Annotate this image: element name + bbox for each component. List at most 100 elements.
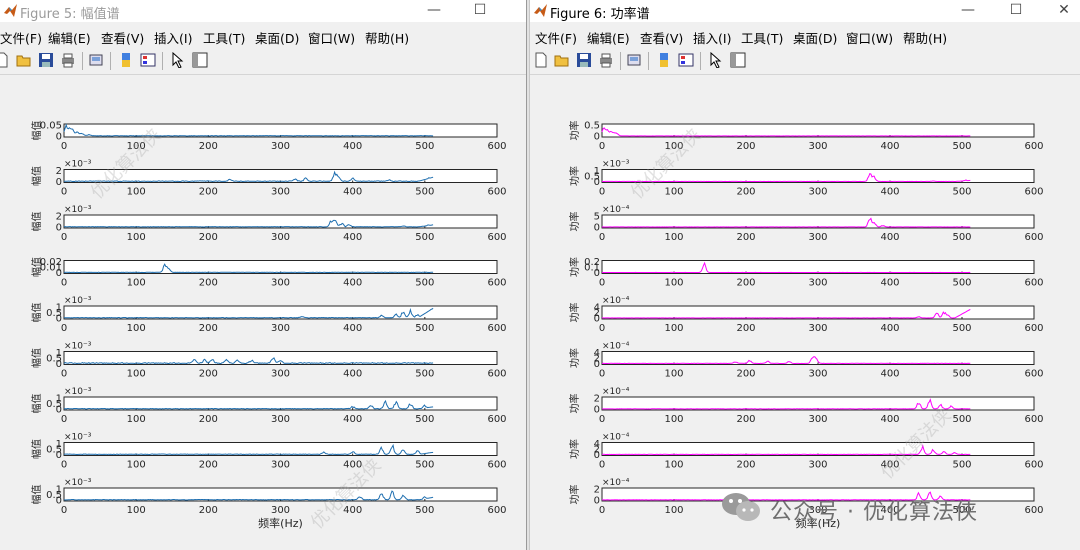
pointer-icon[interactable] bbox=[170, 52, 186, 68]
x-tick-label: 500 bbox=[952, 505, 971, 516]
new-figure-icon[interactable] bbox=[533, 52, 549, 68]
new-figure-icon[interactable] bbox=[0, 52, 10, 68]
menu-file[interactable]: 文件(F) bbox=[0, 31, 42, 46]
menu-tools[interactable]: 工具(T) bbox=[741, 31, 784, 46]
y-tick-label: 2 bbox=[594, 394, 600, 405]
x-tick-label: 300 bbox=[808, 232, 827, 243]
minimize-button[interactable]: — bbox=[961, 2, 975, 18]
save-icon[interactable] bbox=[38, 52, 54, 68]
colorbar-icon[interactable] bbox=[656, 52, 672, 68]
menu-window[interactable]: 窗口(W) bbox=[308, 31, 356, 46]
spectrum-line bbox=[602, 261, 971, 274]
print-icon[interactable] bbox=[60, 52, 76, 68]
open-file-icon[interactable] bbox=[554, 52, 570, 68]
x-tick-label: 500 bbox=[952, 369, 971, 380]
x-tick-label: 500 bbox=[952, 460, 971, 471]
close-button[interactable]: ✕ bbox=[1058, 2, 1070, 18]
menu-edit[interactable]: 编辑(E) bbox=[587, 31, 630, 46]
maximize-button[interactable]: ☐ bbox=[473, 2, 487, 18]
y-tick-label: 0.5 bbox=[46, 354, 62, 365]
menu-edit[interactable]: 编辑(E) bbox=[48, 31, 91, 46]
menu-bar: 文件(F) 编辑(E) 查看(V) 插入(I) 工具(T) 桌面(D) 窗口(W… bbox=[0, 26, 526, 46]
x-tick-label: 600 bbox=[487, 278, 506, 289]
x-tick-label: 600 bbox=[1024, 187, 1043, 198]
y-tick-label: 1 bbox=[594, 166, 600, 177]
x-tick-label: 300 bbox=[808, 460, 827, 471]
axis-exponent: ×10⁻³ bbox=[602, 160, 630, 170]
x-tick-label: 400 bbox=[343, 414, 362, 425]
colorbar-icon[interactable] bbox=[118, 52, 134, 68]
menu-desktop[interactable]: 桌面(D) bbox=[793, 31, 838, 46]
menu-insert[interactable]: 插入(I) bbox=[154, 31, 193, 46]
property-editor-icon[interactable] bbox=[192, 52, 208, 68]
legend-icon[interactable] bbox=[678, 52, 694, 68]
menu-window[interactable]: 窗口(W) bbox=[846, 31, 894, 46]
axis-exponent: ×10⁻³ bbox=[64, 478, 92, 488]
y-tick-label: 4 bbox=[594, 439, 600, 450]
print-icon[interactable] bbox=[598, 52, 614, 68]
spectrum-line bbox=[601, 127, 971, 137]
menu-view[interactable]: 查看(V) bbox=[640, 31, 684, 46]
maximize-button[interactable]: ☐ bbox=[1009, 2, 1023, 18]
x-axis-label: 频率(Hz) bbox=[258, 516, 303, 530]
x-tick-label: 300 bbox=[808, 141, 827, 152]
toolbar bbox=[530, 48, 1080, 75]
y-tick-label: 0 bbox=[56, 132, 62, 143]
save-icon[interactable] bbox=[576, 52, 592, 68]
x-tick-label: 200 bbox=[736, 187, 755, 198]
wechat-badge: 公众号 · 优化算法侠 bbox=[720, 486, 1060, 526]
y-tick-label: 0 bbox=[594, 450, 600, 461]
matlab-icon bbox=[4, 4, 17, 17]
axis-exponent: ×10⁻³ bbox=[64, 342, 92, 352]
menu-file[interactable]: 文件(F) bbox=[535, 31, 577, 46]
toolbar-separator bbox=[648, 52, 649, 70]
y-axis-label: 幅值 bbox=[30, 257, 43, 277]
legend-icon[interactable] bbox=[140, 52, 156, 68]
pointer-icon[interactable] bbox=[708, 52, 724, 68]
menu-insert[interactable]: 插入(I) bbox=[693, 31, 732, 46]
menu-help[interactable]: 帮助(H) bbox=[903, 31, 948, 46]
property-editor-icon[interactable] bbox=[730, 52, 746, 68]
x-tick-label: 200 bbox=[199, 414, 218, 425]
spectrum-line bbox=[63, 263, 434, 274]
menu-tools[interactable]: 工具(T) bbox=[203, 31, 246, 46]
toolbar-separator bbox=[82, 52, 83, 70]
toolbar bbox=[0, 48, 526, 75]
menu-help[interactable]: 帮助(H) bbox=[365, 31, 410, 46]
y-tick-label: 0.05 bbox=[40, 121, 62, 132]
x-tick-label: 100 bbox=[664, 414, 683, 425]
x-tick-label: 600 bbox=[1024, 460, 1043, 471]
spectrum-line bbox=[602, 172, 971, 183]
x-tick-label: 100 bbox=[127, 141, 146, 152]
x-tick-label: 500 bbox=[415, 369, 434, 380]
axis-exponent: ×10⁻³ bbox=[64, 205, 92, 215]
menu-desktop[interactable]: 桌面(D) bbox=[255, 31, 300, 46]
x-tick-label: 600 bbox=[487, 187, 506, 198]
x-tick-label: 200 bbox=[736, 141, 755, 152]
link-plot-icon[interactable] bbox=[88, 52, 104, 68]
x-tick-label: 100 bbox=[664, 505, 683, 516]
x-tick-label: 200 bbox=[199, 505, 218, 516]
x-tick-label: 200 bbox=[736, 460, 755, 471]
x-tick-label: 400 bbox=[880, 505, 899, 516]
menu-view[interactable]: 查看(V) bbox=[101, 31, 145, 46]
x-tick-label: 0 bbox=[61, 323, 67, 334]
y-tick-label: 1 bbox=[56, 348, 62, 359]
minimize-button[interactable]: — bbox=[427, 2, 441, 18]
x-tick-label: 100 bbox=[664, 369, 683, 380]
y-tick-label: 0 bbox=[594, 314, 600, 325]
x-tick-label: 400 bbox=[343, 323, 362, 334]
y-tick-label: 0 bbox=[56, 268, 62, 279]
x-tick-label: 300 bbox=[271, 505, 290, 516]
window-title: Figure 5: 幅值谱 bbox=[20, 7, 120, 22]
open-file-icon[interactable] bbox=[16, 52, 32, 68]
x-tick-label: 200 bbox=[736, 323, 755, 334]
y-tick-label: 0.5 bbox=[584, 172, 600, 183]
link-plot-icon[interactable] bbox=[626, 52, 642, 68]
x-tick-label: 500 bbox=[415, 460, 434, 471]
